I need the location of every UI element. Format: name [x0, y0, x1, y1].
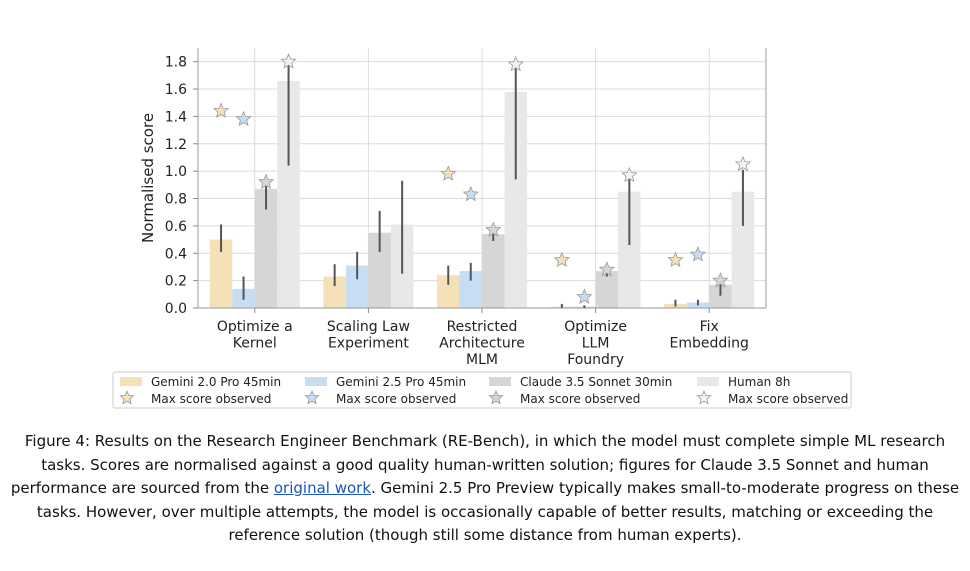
bar	[709, 284, 732, 308]
legend-max-label: Max score observed	[336, 392, 456, 406]
y-tick-label: 0.6	[165, 219, 187, 235]
bar	[504, 91, 527, 308]
legend-swatch	[305, 377, 327, 386]
star-icon	[621, 166, 638, 183]
bar	[323, 276, 346, 308]
y-tick-labels: 0.0 0.2 0.4 0.6 0.8 1.0 1.2 1.4 1.6 1.8	[165, 55, 187, 317]
bar	[209, 239, 233, 308]
category-label: Optimize a	[217, 319, 293, 335]
star-icon	[598, 261, 615, 277]
category-label: Architecture	[439, 336, 525, 352]
category-label: Foundry	[567, 352, 624, 368]
bar	[277, 80, 300, 308]
y-tick-label: 1.2	[165, 137, 187, 153]
star-icon	[712, 272, 729, 288]
category-label: Scaling Law	[327, 319, 410, 335]
y-tick-label: 0.0	[165, 301, 187, 317]
caption-text-before-link: Figure 4: Results on the Research Engine…	[10, 432, 946, 497]
legend-box	[112, 371, 852, 409]
category-label: Experiment	[328, 336, 409, 352]
axes	[193, 48, 767, 313]
bars	[209, 80, 755, 308]
results-chart: 0.0 0.2 0.4 0.6 0.8 1.0 1.2 1.4 1.6 1.8 Optimize …	[112, 48, 852, 409]
bar	[731, 191, 755, 308]
bar	[482, 234, 505, 308]
y-tick-label: 1.0	[165, 164, 187, 180]
star-icon	[689, 246, 707, 262]
bar	[368, 232, 391, 308]
legend-series-label: Gemini 2.0 Pro 45min	[151, 375, 281, 389]
category-label: Optimize	[564, 319, 627, 335]
star-icon	[734, 155, 752, 172]
legend: Gemini 2.0 Pro 45min Max score observed Ge…	[112, 371, 852, 409]
category-label: Embedding	[669, 336, 748, 352]
star-icon	[485, 221, 502, 237]
legend-series-label: Claude 3.5 Sonnet 30min	[520, 375, 672, 389]
legend-max-label: Max score observed	[151, 392, 271, 406]
legend-max-label: Max score observed	[520, 392, 640, 406]
y-tick-label: 1.6	[165, 82, 187, 98]
legend-star-icon	[304, 389, 320, 405]
legend-series-label: Human 8h	[728, 375, 790, 389]
y-tick-label: 1.8	[165, 55, 187, 71]
star-icon	[667, 251, 684, 268]
y-tick-label: 0.2	[165, 274, 187, 290]
star-icon	[462, 185, 479, 202]
y-tick-label: 0.4	[165, 246, 187, 262]
legend-swatch	[489, 377, 511, 386]
star-icon	[235, 110, 252, 127]
bar	[345, 265, 369, 308]
legend-swatch	[120, 377, 142, 386]
legend-star-icon	[488, 389, 504, 405]
original-work-link[interactable]: original work	[273, 479, 372, 497]
bar	[254, 188, 278, 308]
bar	[595, 271, 619, 308]
category-label: Fix	[700, 319, 719, 335]
category-label: MLM	[466, 352, 498, 368]
star-icon	[280, 53, 297, 69]
category-label: LLM	[582, 336, 610, 352]
bar	[618, 191, 641, 308]
y-axis-title: Normalised score	[139, 113, 157, 243]
star-icon	[257, 173, 275, 190]
star-icon	[440, 165, 457, 181]
category-label: Kernel	[233, 336, 277, 352]
legend-star-icon	[696, 389, 712, 405]
figure-caption: Figure 4: Results on the Research Engine…	[10, 430, 960, 548]
star-icon	[507, 55, 524, 72]
legend-star-icon	[119, 389, 135, 405]
legend-max-label: Max score observed	[728, 392, 848, 406]
max-score-stars	[212, 53, 752, 304]
y-tick-label: 1.4	[165, 109, 187, 125]
star-icon	[212, 102, 230, 118]
y-tick-label: 0.8	[165, 192, 187, 208]
caption-text-after-link: . Gemini 2.5 Pro Preview typically makes…	[36, 479, 960, 544]
legend-series-label: Gemini 2.5 Pro 45min	[336, 375, 466, 389]
bar	[437, 275, 460, 308]
star-icon	[553, 251, 570, 268]
legend-swatch	[697, 377, 719, 386]
category-label: Restricted	[447, 319, 518, 335]
bar	[459, 271, 482, 308]
star-icon	[576, 288, 593, 304]
